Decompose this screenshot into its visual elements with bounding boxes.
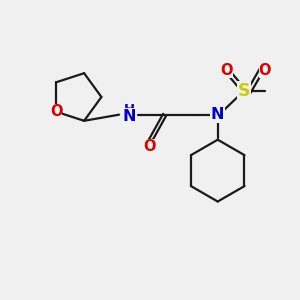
Text: S: S [238,82,250,100]
Text: H: H [124,103,135,116]
Text: N: N [211,107,224,122]
Text: N: N [123,109,136,124]
Text: O: O [144,139,156,154]
Text: O: O [259,63,271,78]
Text: O: O [50,104,62,119]
Text: O: O [220,63,233,78]
